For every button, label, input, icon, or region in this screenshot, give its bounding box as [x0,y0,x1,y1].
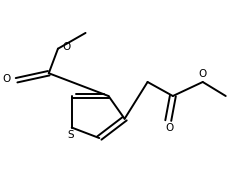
Text: S: S [67,130,74,140]
Text: O: O [2,74,10,84]
Text: O: O [165,123,174,134]
Text: O: O [62,42,71,52]
Text: O: O [199,69,207,79]
